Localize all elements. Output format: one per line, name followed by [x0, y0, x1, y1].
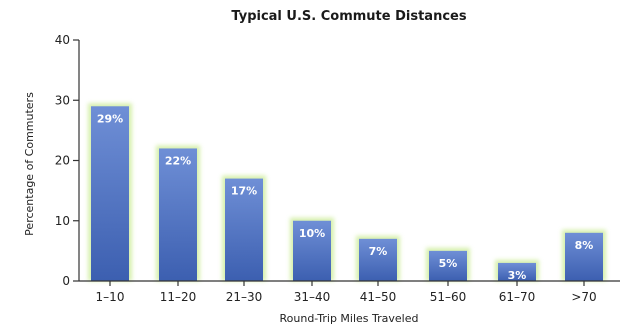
bar-1: [159, 148, 197, 281]
bar-value-label: 10%: [299, 227, 325, 240]
x-tick-label: 41–50: [360, 290, 397, 304]
y-tick-label: 0: [62, 274, 70, 288]
bar-value-label: 17%: [231, 185, 257, 198]
bar-value-label: 3%: [508, 269, 527, 282]
x-axis-title: Round-Trip Miles Traveled: [280, 312, 419, 325]
y-tick-label: 30: [55, 93, 70, 107]
bar-2: [225, 178, 263, 281]
x-axis-ticks: 1–10 11–20 21–30 31–40 41–50 51–60 61–70 >70: [96, 281, 597, 304]
bar-value-label: 8%: [575, 239, 594, 252]
bar-value-label: 7%: [369, 245, 388, 258]
x-tick-label: 1–10: [96, 290, 125, 304]
bar-value-label: 22%: [165, 154, 191, 167]
y-tick-label: 20: [55, 154, 70, 168]
bars-group: 29% 22% 17% 10% 7% 5% 3% 8%: [88, 103, 606, 282]
bar-6: [498, 262, 536, 281]
y-tick-label: 10: [55, 214, 70, 228]
x-tick-label: >70: [571, 290, 596, 304]
bar-4: [359, 238, 397, 281]
bar-value-label: 29%: [97, 112, 123, 125]
bar-value-label: 5%: [439, 257, 458, 270]
y-axis-title: Percentage of Commuters: [23, 92, 36, 236]
x-tick-label: 51–60: [430, 290, 467, 304]
x-tick-label: 61–70: [499, 290, 536, 304]
x-tick-label: 21–30: [226, 290, 263, 304]
y-tick-label: 40: [55, 33, 70, 47]
bar-3: [293, 220, 331, 281]
x-tick-label: 31–40: [294, 290, 331, 304]
bar-7: [565, 232, 603, 281]
x-tick-label: 11–20: [160, 290, 197, 304]
bar-5: [429, 250, 467, 281]
chart-title: Typical U.S. Commute Distances: [231, 9, 466, 24]
y-axis-ticks: 0 10 20 30 40: [55, 33, 79, 288]
bar-0: [91, 106, 129, 282]
